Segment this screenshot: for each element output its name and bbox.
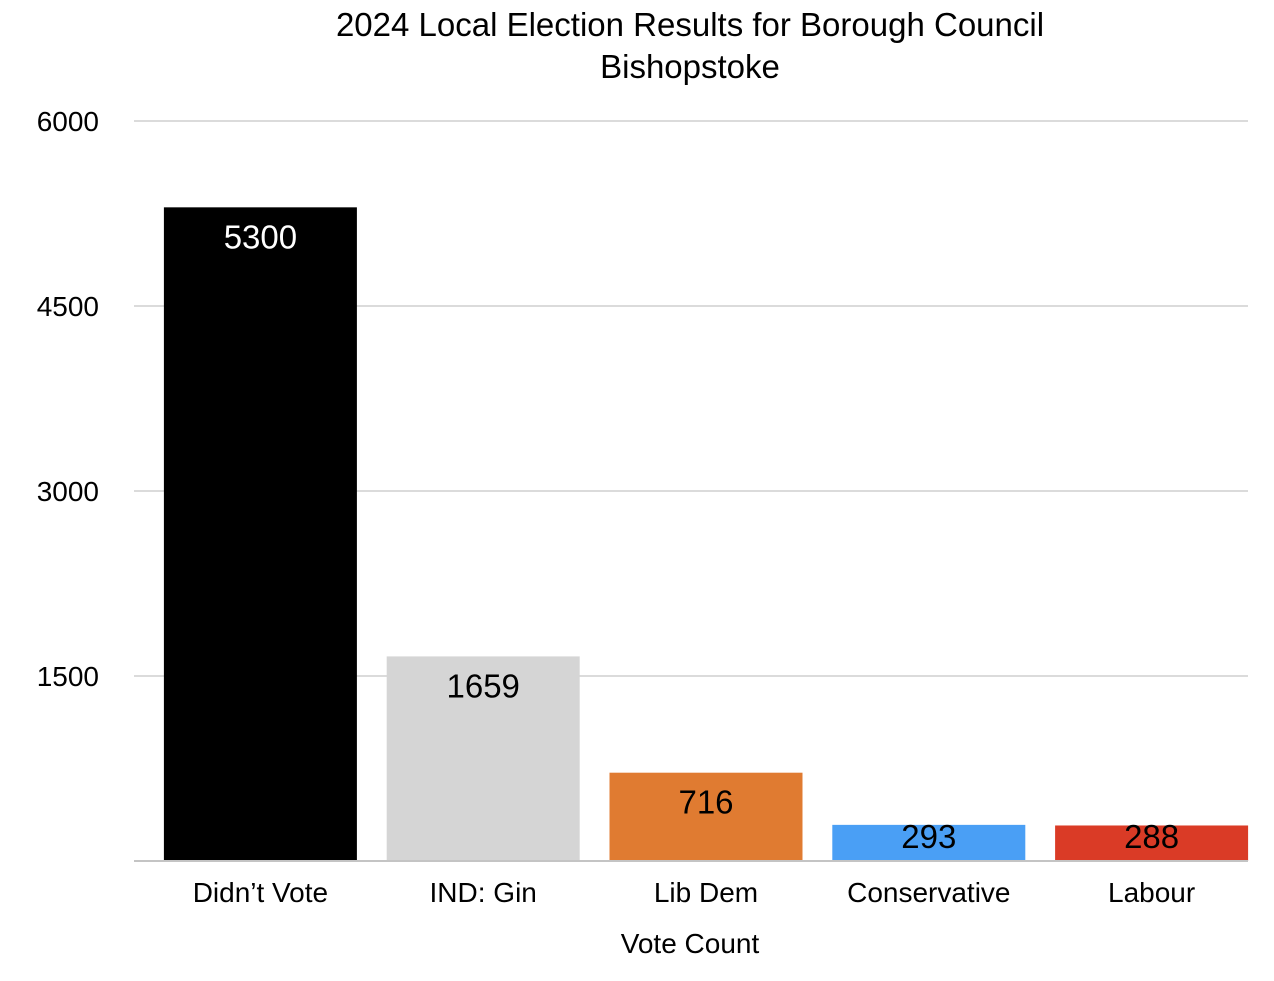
y-tick-label: 6000 xyxy=(37,106,99,137)
x-tick-label: IND: Gin xyxy=(430,877,537,908)
chart-subtitle: Bishopstoke xyxy=(600,48,780,85)
y-tick-label: 1500 xyxy=(37,661,99,692)
data-label: 1659 xyxy=(446,667,519,704)
x-tick-label: Labour xyxy=(1108,877,1195,908)
data-label: 293 xyxy=(901,818,956,855)
bar xyxy=(832,824,1026,861)
x-tick-label: Didn’t Vote xyxy=(193,877,328,908)
data-label: 716 xyxy=(678,784,733,821)
x-tick-label: Conservative xyxy=(847,877,1010,908)
bar xyxy=(163,207,357,862)
chart-title: 2024 Local Election Results for Borough … xyxy=(336,6,1044,43)
y-tick-label: 3000 xyxy=(37,476,99,507)
x-axis-label: Vote Count xyxy=(621,928,760,959)
bar xyxy=(386,656,580,861)
data-label: 288 xyxy=(1124,818,1179,855)
bar xyxy=(1055,825,1249,861)
bar xyxy=(609,772,803,861)
data-label: 5300 xyxy=(224,218,297,255)
y-tick-label: 4500 xyxy=(37,291,99,322)
x-tick-label: Lib Dem xyxy=(654,877,758,908)
